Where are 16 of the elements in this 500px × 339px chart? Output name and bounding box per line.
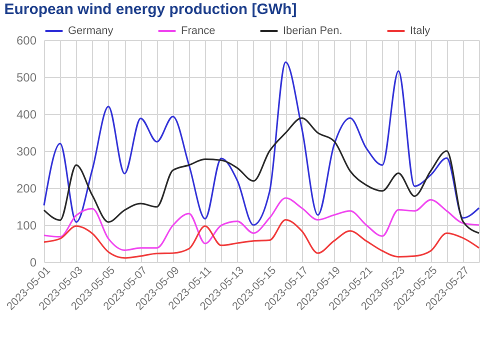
chart-title: European wind energy production [GWh] <box>4 1 297 18</box>
legend-label: Iberian Pen. <box>283 25 342 37</box>
line-series <box>43 219 480 259</box>
y-tick-label: 600 <box>16 34 37 48</box>
y-tick-label: 100 <box>16 218 37 232</box>
legend-label: France <box>181 25 216 37</box>
line-series <box>43 197 480 251</box>
legend-label: Germany <box>68 25 114 37</box>
y-tick-label: 200 <box>16 182 37 196</box>
y-tick-label: 500 <box>16 70 37 84</box>
y-tick-label: 300 <box>16 144 37 158</box>
line-series <box>43 117 480 234</box>
y-tick-label: 0 <box>30 256 37 270</box>
line-series <box>43 61 480 226</box>
legend-label: Italy <box>410 25 431 37</box>
y-tick-label: 400 <box>16 108 37 122</box>
